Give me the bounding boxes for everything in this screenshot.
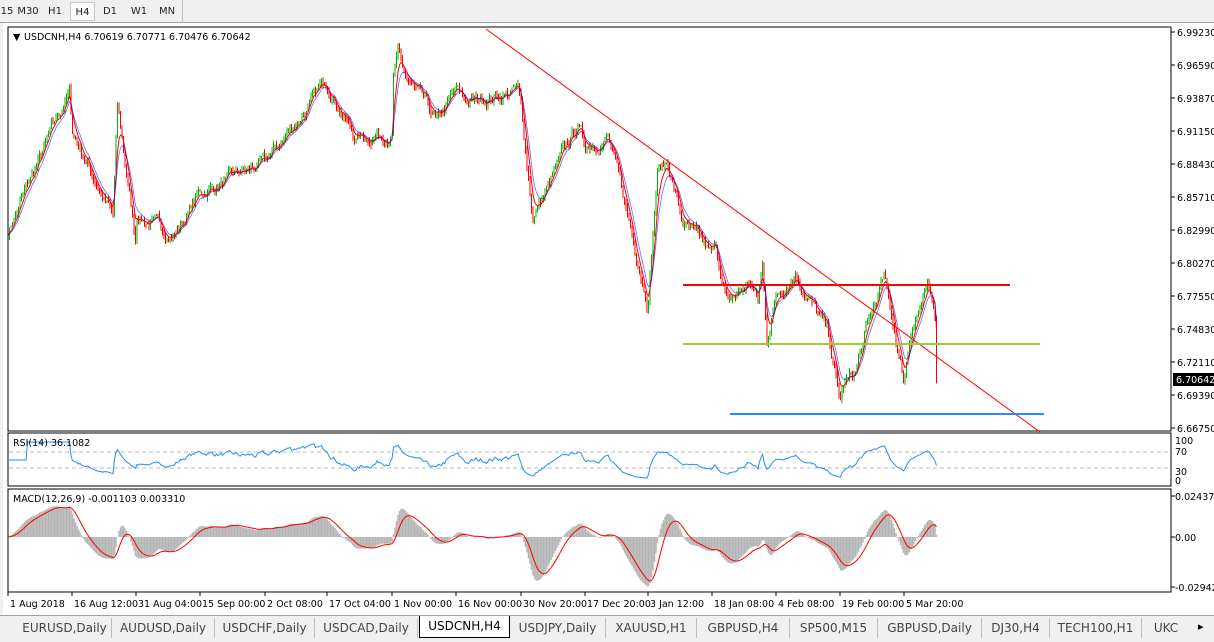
price-axis-label: 6.85710 bbox=[1177, 193, 1214, 204]
time-axis-label: 19 Feb 00:00 bbox=[842, 599, 904, 610]
tab-gbpusd-h4[interactable]: GBPUSD,H4 bbox=[697, 618, 790, 638]
tab-tech100-h1[interactable]: TECH100,H1 bbox=[1050, 618, 1142, 638]
tab-usdjpy-daily[interactable]: USDJPY,Daily bbox=[510, 618, 606, 638]
time-axis-label: 17 Oct 04:00 bbox=[329, 599, 391, 610]
rsi-axis-label: 30 bbox=[1175, 467, 1187, 478]
tab-ukc[interactable]: UKC bbox=[1153, 621, 1179, 635]
symbol-dropdown-icon[interactable]: ▼ bbox=[13, 32, 21, 43]
price-axis-label: 6.66750 bbox=[1177, 424, 1214, 435]
time-axis-label: 16 Aug 12:00 bbox=[74, 599, 138, 610]
trendline bbox=[485, 28, 1041, 433]
price-axis-label: 6.91150 bbox=[1177, 127, 1214, 138]
last-price-tag bbox=[1173, 373, 1214, 386]
macd-axis-label: 0.00 bbox=[1175, 533, 1196, 544]
tab-xauusd-h1[interactable]: XAUUSD,H1 bbox=[606, 618, 697, 638]
time-axis-label: 2 Oct 08:00 bbox=[267, 599, 323, 610]
macd-axis-label: 0.024372 bbox=[1175, 492, 1214, 503]
time-axis-label: 15 Sep 00:00 bbox=[202, 599, 265, 610]
time-axis-label: 1 Aug 2018 bbox=[10, 599, 65, 610]
timeframe-h4[interactable]: H4 bbox=[70, 2, 95, 21]
main-price-pane[interactable] bbox=[7, 26, 1172, 432]
tab-usdchf-daily[interactable]: USDCHF,Daily bbox=[215, 618, 315, 638]
price-axis-label: 6.88430 bbox=[1177, 160, 1214, 171]
tab-usdcnh-h4[interactable]: USDCNH,H4 bbox=[419, 616, 510, 638]
timeframe-d1[interactable]: D1 bbox=[102, 6, 118, 17]
macd-axis-label: -0.029423 bbox=[1175, 583, 1214, 594]
rsi-axis-label: 0 bbox=[1175, 476, 1181, 487]
rsi-axis-label: 70 bbox=[1175, 447, 1187, 458]
time-axis-label: 30 Nov 20:00 bbox=[523, 599, 587, 610]
price-axis-label: 6.72110 bbox=[1177, 358, 1214, 369]
time-axis-label: 5 Mar 20:00 bbox=[906, 599, 963, 610]
price-axis-label: 6.96590 bbox=[1177, 61, 1214, 72]
chart-tabs: EURUSD,Daily AUDUSD,Daily USDCHF,Daily U… bbox=[0, 615, 1214, 642]
moving-average-fast bbox=[7, 61, 937, 387]
chart-window[interactable]: 6.99230 6.96590 6.93870 6.91150 6.88430 6.857… bbox=[0, 23, 1214, 615]
tab-sp500-m15[interactable]: SP500,M15 bbox=[790, 618, 878, 638]
tab-eurusd-daily[interactable]: EURUSD,Daily bbox=[18, 618, 112, 638]
macd-signal-line bbox=[7, 506, 937, 582]
time-axis-label: 16 Nov 00:00 bbox=[458, 599, 522, 610]
price-axis-label: 6.82990 bbox=[1177, 226, 1214, 237]
price-axis-label: 6.93870 bbox=[1177, 94, 1214, 105]
timeframe-mn[interactable]: MN bbox=[158, 6, 176, 17]
chevron-right-icon[interactable]: ▸ bbox=[1198, 620, 1204, 633]
toolbar-divider bbox=[182, 0, 183, 23]
rsi-axis-label: 100 bbox=[1175, 436, 1193, 447]
macd-pane[interactable] bbox=[7, 488, 1172, 593]
time-axis-label: 1 Nov 00:00 bbox=[394, 599, 452, 610]
rsi-label: RSI(14) 36.1082 bbox=[13, 438, 90, 449]
timeframe-m15[interactable]: 15 bbox=[0, 6, 14, 17]
timeframe-w1[interactable]: W1 bbox=[130, 6, 148, 17]
timeframe-h1[interactable]: H1 bbox=[48, 6, 62, 17]
time-axis-label: 4 Feb 08:00 bbox=[778, 599, 834, 610]
tab-audusd-daily[interactable]: AUDUSD,Daily bbox=[112, 618, 215, 638]
moving-average-slow bbox=[7, 71, 937, 381]
time-axis-label: 18 Jan 08:00 bbox=[714, 599, 774, 610]
timeframe-toolbar: 15 M30 H1 H4 D1 W1 MN bbox=[0, 0, 1214, 23]
macd-label: MACD(12,26,9) -0.001103 0.003310 bbox=[13, 494, 185, 505]
price-axis-label: 6.99230 bbox=[1177, 28, 1214, 39]
tab-usdcad-daily[interactable]: USDCAD,Daily bbox=[315, 618, 418, 638]
chart-canvas[interactable]: 6.99230 6.96590 6.93870 6.91150 6.88430 6.857… bbox=[3, 23, 1214, 615]
price-axis-label: 6.74830 bbox=[1177, 325, 1214, 336]
price-axis-label: 6.77550 bbox=[1177, 292, 1214, 303]
time-axis-label: 31 Aug 04:00 bbox=[138, 599, 202, 610]
tab-gbpusd-daily[interactable]: GBPUSD,Daily bbox=[878, 618, 982, 638]
last-price-value: 6.70642 bbox=[1176, 375, 1214, 386]
timeframe-m30[interactable]: M30 bbox=[17, 6, 39, 17]
tab-dj30-h4[interactable]: DJ30,H4 bbox=[982, 618, 1050, 638]
time-axis-label: 17 Dec 20:00 bbox=[587, 599, 651, 610]
chart-header: USDCNH,H4 6.70619 6.70771 6.70476 6.7064… bbox=[24, 32, 251, 43]
rsi-pane[interactable] bbox=[7, 432, 1172, 487]
price-axis-label: 6.80270 bbox=[1177, 259, 1214, 270]
price-axis-label: 6.69390 bbox=[1177, 391, 1214, 402]
time-axis-label: 3 Jan 12:00 bbox=[650, 599, 704, 610]
rsi-line bbox=[8, 441, 937, 479]
